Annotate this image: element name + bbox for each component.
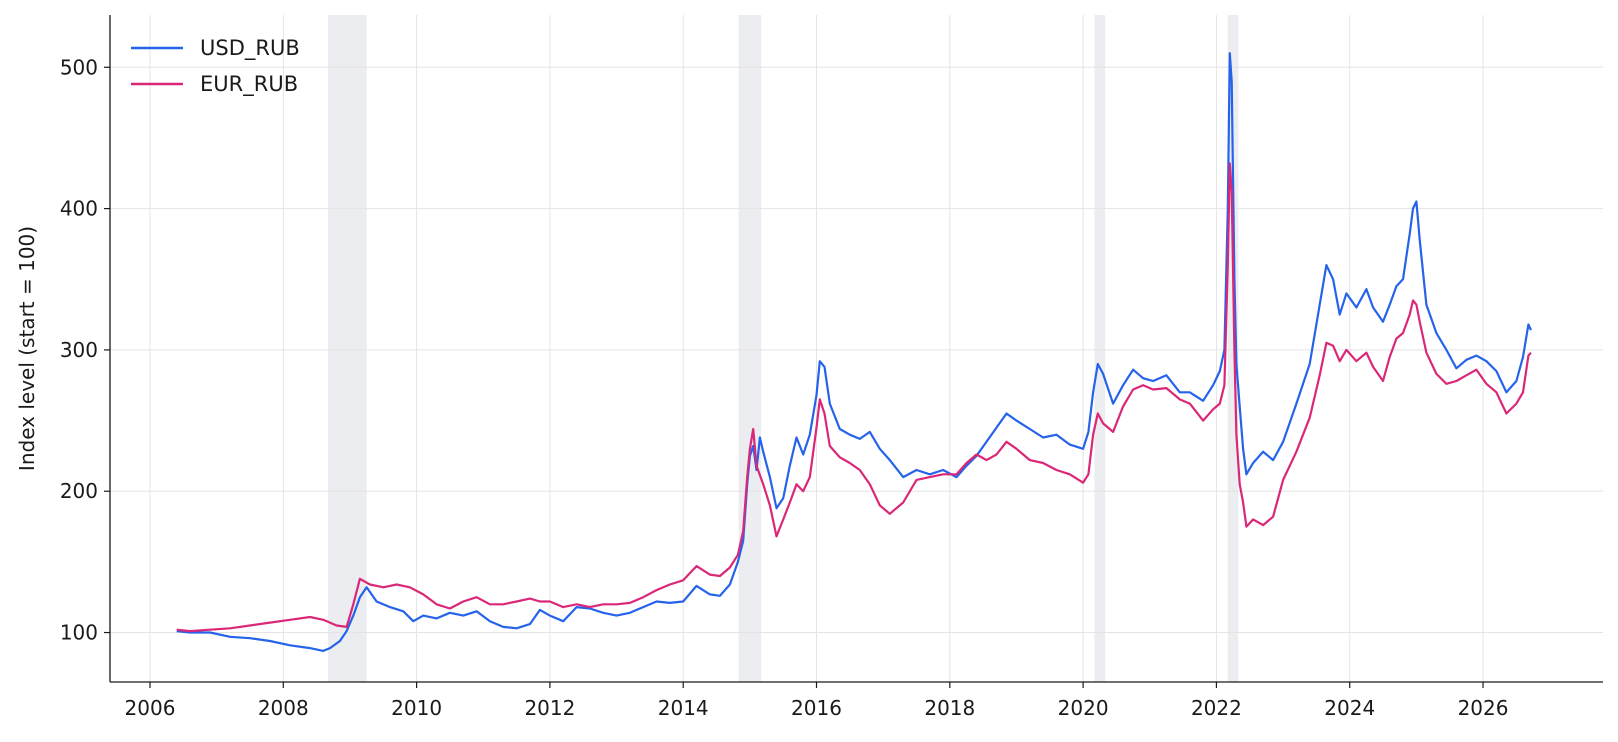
x-tick-label: 2022 [1191, 696, 1242, 720]
x-tick-label: 2012 [524, 696, 575, 720]
x-tick-label: 2014 [658, 696, 709, 720]
x-tick-label: 2010 [391, 696, 442, 720]
legend-label: EUR_RUB [200, 72, 298, 97]
x-tick-label: 2018 [924, 696, 975, 720]
x-tick-label: 2006 [125, 696, 176, 720]
y-tick-label: 300 [60, 338, 98, 362]
x-tick-label: 2016 [791, 696, 842, 720]
series-lines [176, 52, 1532, 652]
y-tick-label: 400 [60, 197, 98, 221]
series-line-eur-rub [176, 162, 1532, 633]
shaded-period-2 [738, 15, 762, 682]
x-tick-label: 2008 [258, 696, 309, 720]
y-tick-label: 100 [60, 621, 98, 645]
legend: USD_RUB EUR_RUB [131, 36, 300, 97]
shaded-period-3 [1094, 15, 1106, 682]
shaded-period-1 [327, 15, 367, 682]
shaded-period-4 [1227, 15, 1239, 682]
y-tick-label: 200 [60, 479, 98, 503]
legend-label: USD_RUB [200, 36, 300, 61]
x-tick-label: 2020 [1058, 696, 1109, 720]
shaded-periods [327, 15, 1239, 682]
series-line-usd-rub [176, 52, 1532, 652]
x-tick-label: 2026 [1458, 696, 1509, 720]
axes: 2006 2008 2010 2012 2014 2016 2018 2020 2022 2024… [60, 15, 1603, 720]
y-axis-title: Index level (start = 100) [15, 226, 39, 471]
x-tick-label: 2024 [1324, 696, 1375, 720]
y-tick-label: 500 [60, 55, 98, 79]
grid [110, 15, 1603, 682]
